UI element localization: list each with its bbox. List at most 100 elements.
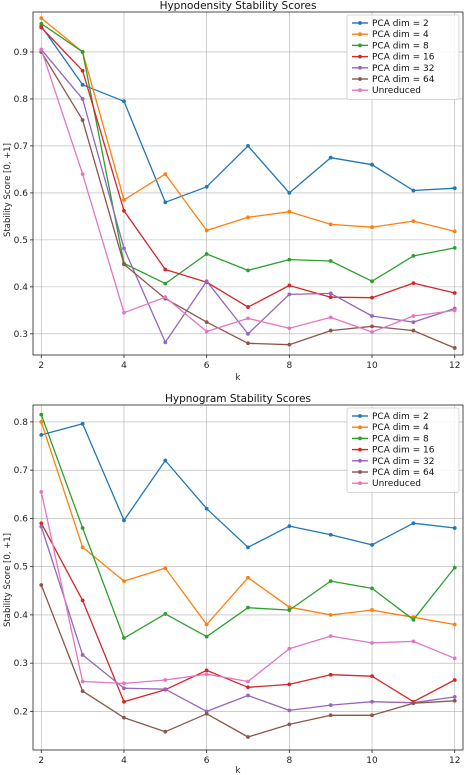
data-point-hypnogram-0: [122, 518, 126, 523]
data-point-hypnodensity-2: [370, 279, 374, 284]
data-point-hypnogram-2: [80, 526, 85, 530]
chart-title-hypnogram: Hypnogram Stability Scores: [165, 393, 311, 405]
y-tick-label-hypnogram: 0.8: [14, 418, 29, 428]
data-point-hypnogram-1: [246, 575, 250, 580]
data-point-hypnodensity-4: [163, 340, 168, 345]
legend-entry-hypnogram-1: PCA dim = 4: [372, 423, 429, 433]
data-point-hypnogram-4: [328, 703, 333, 708]
data-point-hypnogram-6: [163, 678, 168, 682]
data-point-hypnogram-3: [328, 672, 333, 677]
data-point-hypnogram-2: [39, 412, 44, 417]
legend-entry-hypnogram-3: PCA dim = 16: [372, 446, 435, 456]
legend-entry-hypnogram-0: PCA dim = 2: [372, 412, 429, 422]
legend-marker-hypnodensity-5: [358, 77, 362, 81]
data-point-hypnodensity-3: [39, 25, 44, 30]
data-point-hypnodensity-1: [204, 228, 209, 233]
data-point-hypnodensity-3: [287, 283, 292, 288]
legend-box-hypnogram: [346, 407, 460, 493]
data-point-hypnogram-0: [411, 521, 416, 526]
legend-marker-hypnodensity-1: [358, 32, 362, 37]
data-point-hypnogram-2: [246, 605, 250, 610]
data-point-hypnogram-2: [163, 612, 168, 616]
data-point-hypnodensity-2: [80, 50, 85, 54]
data-point-hypnogram-6: [246, 679, 250, 684]
data-point-hypnogram-1: [80, 545, 85, 550]
legend-marker-hypnogram-0: [358, 414, 362, 418]
legend-marker-hypnogram-3: [358, 447, 362, 452]
plot-hypnodensity: 2 4 6 8 10 12 0.3 0.4 0.5 0.6 0.7 0.8 0.9 PCA dim = 2…: [14, 11, 464, 371]
x-tick-label-hypnodensity: 4: [121, 361, 127, 371]
data-point-hypnodensity-1: [163, 172, 168, 177]
data-point-hypnogram-6: [287, 646, 292, 651]
data-point-hypnogram-0: [204, 506, 209, 511]
data-point-hypnogram-5: [287, 722, 292, 727]
data-point-hypnodensity-0: [452, 186, 457, 191]
data-point-hypnogram-1: [163, 566, 168, 570]
data-point-hypnogram-0: [246, 545, 250, 550]
data-point-hypnodensity-0: [246, 144, 250, 148]
legend-entry-hypnodensity-0: PCA dim = 2: [372, 19, 429, 29]
data-point-hypnodensity-3: [246, 305, 250, 309]
data-point-hypnodensity-5: [122, 262, 126, 267]
legend-marker-hypnodensity-3: [358, 54, 362, 59]
data-point-hypnogram-3: [370, 674, 374, 679]
x-tick-label-hypnogram: 2: [38, 756, 44, 766]
data-point-hypnodensity-3: [163, 267, 168, 272]
data-point-hypnodensity-6: [370, 330, 374, 334]
x-tick-label-hypnodensity: 2: [38, 361, 44, 371]
data-point-hypnodensity-3: [370, 295, 374, 300]
data-point-hypnogram-0: [163, 458, 168, 463]
data-point-hypnodensity-2: [246, 268, 250, 273]
data-point-hypnodensity-6: [122, 310, 126, 315]
data-point-hypnodensity-0: [370, 162, 374, 167]
legend-marker-hypnogram-6: [358, 481, 362, 486]
y-tick-label-hypnogram: 0.5: [14, 563, 28, 573]
data-point-hypnodensity-2: [163, 281, 168, 286]
x-tick-label-hypnodensity: 8: [286, 361, 292, 371]
data-point-hypnodensity-6: [80, 172, 85, 177]
data-point-hypnodensity-3: [80, 68, 85, 73]
data-point-hypnodensity-0: [287, 190, 292, 195]
data-point-hypnogram-6: [80, 679, 85, 684]
data-point-hypnogram-1: [204, 622, 209, 627]
legend-marker-hypnogram-4: [358, 458, 362, 463]
data-point-hypnodensity-6: [204, 329, 209, 334]
data-point-hypnogram-1: [328, 612, 333, 617]
data-point-hypnodensity-1: [452, 229, 457, 234]
data-point-hypnodensity-2: [411, 253, 416, 258]
data-point-hypnodensity-6: [287, 326, 292, 331]
plot-frame-hypnogram: [32, 404, 464, 751]
data-point-hypnodensity-4: [80, 97, 85, 101]
y-tick-label-hypnogram: 0.7: [14, 466, 28, 476]
data-point-hypnodensity-2: [39, 21, 44, 26]
data-point-hypnogram-5: [39, 583, 44, 587]
data-point-hypnodensity-6: [328, 315, 333, 320]
data-point-hypnodensity-0: [80, 82, 85, 87]
data-point-hypnogram-1: [370, 608, 374, 612]
data-point-hypnogram-1: [452, 622, 457, 627]
data-point-hypnogram-4: [370, 699, 374, 704]
y-tick-label-hypnogram: 0.6: [14, 514, 29, 524]
data-point-hypnodensity-0: [122, 99, 126, 104]
x-tick-label-hypnogram: 12: [449, 756, 460, 766]
data-point-hypnodensity-3: [122, 208, 126, 213]
data-point-hypnodensity-2: [287, 257, 292, 262]
x-axis-label-hypnodensity: k: [236, 373, 241, 383]
data-point-hypnodensity-3: [452, 291, 457, 295]
data-point-hypnogram-3: [80, 598, 85, 603]
data-point-hypnodensity-4: [411, 320, 416, 325]
data-point-hypnogram-6: [328, 634, 333, 639]
legend-marker-hypnodensity-2: [358, 43, 362, 48]
data-point-hypnogram-5: [411, 701, 416, 706]
y-tick-label-hypnodensity: 0.5: [14, 236, 28, 246]
data-point-hypnodensity-5: [411, 328, 416, 333]
data-point-hypnogram-3: [287, 682, 292, 687]
data-point-hypnogram-3: [204, 668, 209, 673]
data-point-hypnodensity-6: [452, 308, 457, 313]
data-point-hypnodensity-5: [370, 324, 374, 329]
data-point-hypnogram-2: [287, 608, 292, 612]
plot-hypnogram: 2 4 6 8 10 12 0.2 0.3 0.4 0.5 0.6 0.7 0.8 PCA dim = 2…: [14, 404, 464, 766]
data-point-hypnogram-4: [122, 686, 126, 691]
